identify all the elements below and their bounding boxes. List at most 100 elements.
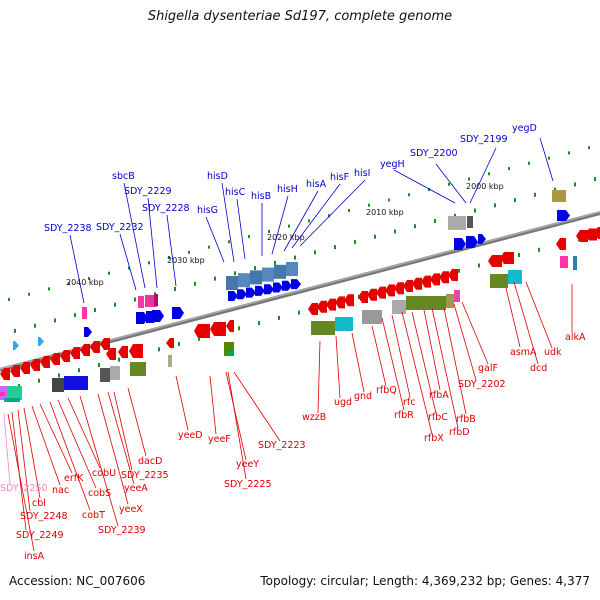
leader-line [23,407,41,499]
leader-line [119,233,137,291]
tick-mark [18,383,20,388]
gene-label: SDY_2223 [258,440,306,451]
gene-arrow-reverse [335,296,345,309]
gene-label: yeeA [124,483,148,494]
leader-line [461,301,489,365]
leader-line [401,311,433,435]
tick-mark [198,336,200,341]
tick-mark [568,151,570,155]
gene-label: rfbX [424,433,444,444]
gene-arrow-forward [264,284,274,295]
leader-line [513,281,539,365]
gene-arrow-forward [255,285,265,296]
tick-mark [448,182,450,186]
gene-feature-box [100,368,110,382]
leader-line [17,409,31,512]
leader-line [225,371,247,461]
gene-label: yeeX [119,504,143,515]
tick-mark [538,247,540,252]
accession-text: Accession: NC_007606 [9,574,146,588]
gene-arrow-reverse [500,252,514,264]
gene-label: SDY_2238 [44,223,92,234]
gene-label: rfbR [394,410,414,421]
gene-label: hisH [277,184,298,195]
tick-mark [78,368,80,373]
gene-arrow-reverse [30,359,40,371]
gene-arrow-forward [172,307,184,319]
gene-label: nac [52,485,69,496]
tick-mark [478,263,480,268]
gene-feature-box [448,216,466,230]
gene-label: SDY_2202 [458,379,506,390]
leader-line [175,375,189,431]
gene-label: yeeY [236,459,259,470]
gene-arrow-reverse [60,350,70,362]
gene-label: dcd [530,363,547,374]
gene-arrow-reverse [118,346,128,358]
label-leaders [3,137,573,552]
gene-label: SDY_2199 [460,134,508,145]
gene-arrow-forward [557,210,570,221]
leader-line [525,281,553,349]
gene-label: SDY_2228 [142,203,190,214]
gene-feature-box [552,190,566,202]
scale-labels: 2040 kbp 2030 kbp 2020 kbp 2010 kbp 2000… [66,182,504,287]
gene-arrow-forward [84,327,92,337]
leader-line [453,303,477,381]
gene-arrow-reverse [421,275,431,288]
tick-mark [134,297,136,302]
gene-label: SDY_2239 [98,525,146,536]
leader-line [209,375,217,435]
gene-feature-box [508,270,522,284]
tick-mark [34,323,36,328]
gene-label: cbl [32,498,46,509]
leader-line [435,163,467,204]
tick-mark [278,315,280,320]
tick-mark [328,214,330,218]
tick-mark [98,363,100,367]
gene-label: gnd [354,391,372,402]
leader-line [7,413,35,552]
leader-line [57,399,97,489]
leader-line [299,179,366,247]
gene-feature-box [0,392,5,396]
gene-arrow-forward [454,238,466,250]
tick-mark [288,224,290,228]
scale-label-2000: 2000 kbp [466,182,504,191]
tick-mark [388,198,390,202]
gene-feature-box [573,256,577,270]
leader-line [97,393,129,505]
gene-label: erfK [64,473,84,484]
gene-arrow-reverse [129,344,143,358]
tick-mark [228,240,230,244]
gene-label: udk [544,347,562,358]
tick-mark [214,276,216,281]
leader-line [443,307,467,415]
tick-mark [434,219,436,223]
tick-mark [8,297,10,301]
gene-arrow-reverse [166,338,174,348]
gene-label: SDY_2229 [124,186,172,197]
leader-line [123,182,146,289]
gene-feature-box [8,386,22,400]
gene-arrow-forward [273,282,283,293]
leader-line [381,317,405,411]
gene-feature-box [362,310,382,324]
tick-mark [88,277,90,280]
tick-mark [168,256,170,259]
gene-arrow-forward [237,289,247,300]
tick-mark [268,229,270,233]
gene-label: hisB [251,191,271,202]
gene-feature-box [4,398,20,402]
leader-line [371,325,387,387]
gene-label: SDY_2249 [16,530,64,541]
gene-label: alkA [565,332,586,343]
gene-arrow-reverse [448,269,458,281]
gene-arrow-reverse [358,291,368,303]
gene-arrow-reverse [70,347,80,359]
gene-feature-box [52,378,64,392]
gene-arrow-forward [478,234,486,244]
gene-label: SDY_2200 [410,148,458,159]
tick-mark [548,156,550,160]
